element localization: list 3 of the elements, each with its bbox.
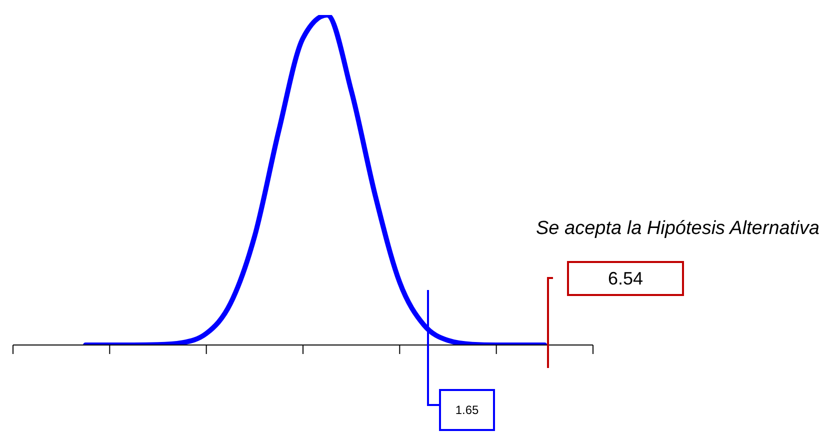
text: 6.54 <box>608 268 644 288</box>
annotation: Se acepta la Hipótesis Alternativa <box>536 218 820 240</box>
text: 1.65 <box>455 403 479 417</box>
